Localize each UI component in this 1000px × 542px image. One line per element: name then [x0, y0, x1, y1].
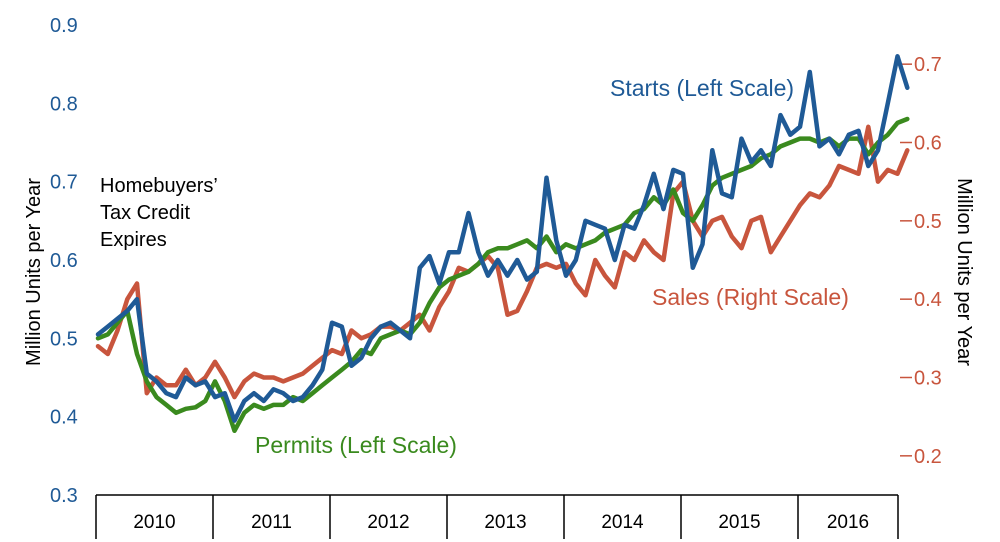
x-tick-label: 2011: [251, 512, 292, 533]
left-tick-label: 0.4: [50, 407, 78, 429]
left-axis-ticks: 0.3 0.4 0.5 0.6 0.7 0.8 0.9: [50, 15, 78, 507]
series-lines: [95, 54, 910, 434]
starts-series-label: Starts (Left Scale): [610, 75, 794, 101]
annotation-line-3: Expires: [100, 229, 167, 251]
permits-series-label: Permits (Left Scale): [255, 432, 457, 458]
right-tick-label: 0.5: [914, 211, 942, 233]
left-tick-label: 0.8: [50, 93, 78, 115]
left-tick-label: 0.5: [50, 328, 78, 350]
x-tick-label: 2016: [827, 512, 869, 533]
x-tick-label: 2012: [367, 512, 409, 533]
left-axis-title: Million Units per Year: [23, 178, 45, 366]
x-tick-label: 2015: [718, 512, 760, 533]
left-tick-label: 0.6: [50, 250, 78, 272]
sales-series-label: Sales (Right Scale): [652, 284, 849, 310]
right-tick-label: 0.7: [914, 54, 942, 76]
permits-series-line: [95, 116, 910, 434]
x-axis: 2010 2011 2012 2013 2014 2015 2016: [95, 494, 899, 539]
right-tick-label: 0.4: [914, 289, 942, 311]
starts-series-line: [95, 54, 910, 423]
right-axis-ticks: 0.2 0.3 0.4 0.5 0.6 0.7: [900, 54, 942, 468]
left-tick-label: 0.9: [50, 15, 78, 37]
x-tick-label: 2010: [133, 512, 175, 533]
right-tick-label: 0.2: [914, 446, 942, 468]
sales-series-line: [95, 124, 910, 400]
x-tick-label: 2014: [601, 512, 644, 533]
x-tick-label: 2013: [484, 512, 526, 533]
annotation-line-1: Homebuyers’: [100, 175, 218, 197]
annotation-line-2: Tax Credit: [100, 202, 190, 224]
left-tick-label: 0.7: [50, 172, 78, 194]
right-tick-label: 0.3: [914, 368, 942, 390]
right-tick-label: 0.6: [914, 133, 942, 155]
left-tick-label: 0.3: [50, 485, 78, 507]
right-axis-title: Million Units per Year: [953, 178, 975, 366]
